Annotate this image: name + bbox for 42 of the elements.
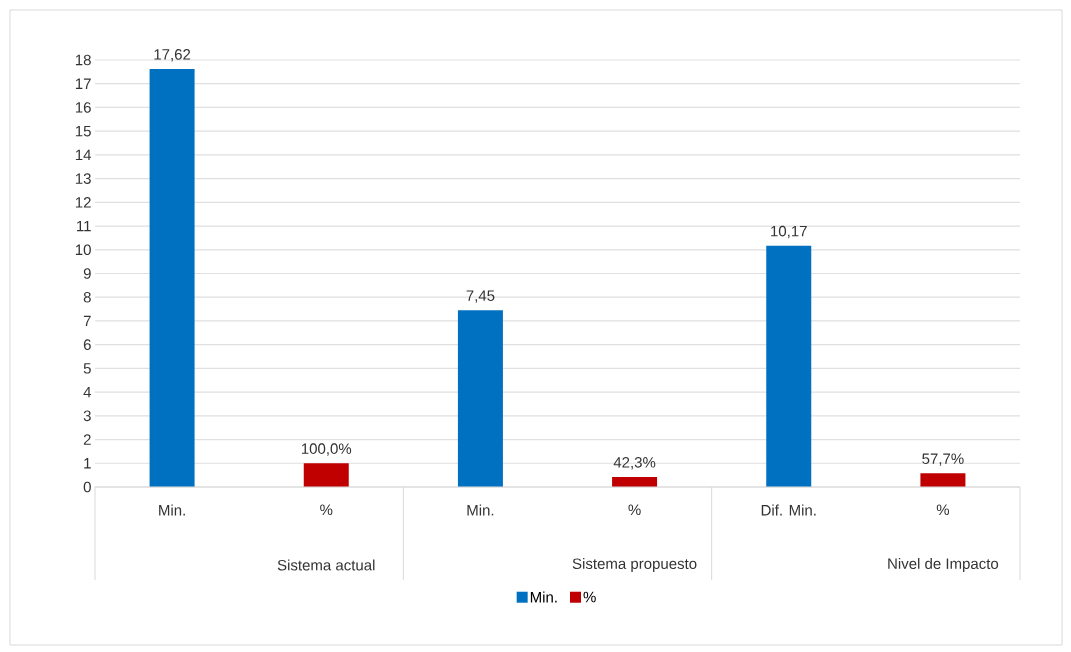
y-tick-label: 9	[83, 268, 91, 279]
x-tick-label: Min.	[467, 504, 494, 516]
y-tick-label: 18	[75, 54, 91, 66]
x-tick-label: Dif. Min.	[761, 504, 816, 516]
x-tick-label: %	[320, 504, 333, 516]
data-label: 7,45	[466, 290, 495, 303]
y-tick-label: 7	[83, 315, 91, 327]
data-label: 42,3%	[613, 457, 656, 470]
data-label: 17,62	[154, 49, 191, 62]
y-tick-label: 10	[75, 244, 91, 256]
bar	[457, 310, 503, 487]
bar	[766, 245, 812, 487]
x-tick-label: %	[628, 504, 641, 516]
y-tick-label: 11	[77, 220, 91, 232]
y-tick-label: 17	[75, 78, 91, 89]
y-tick-label: 8	[83, 291, 91, 303]
legend-label: Min.	[530, 591, 557, 603]
y-tick-label: 3	[83, 410, 91, 422]
data-label: 57,7%	[922, 453, 964, 466]
y-tick-label: 15	[75, 125, 91, 137]
y-tick-label: 14	[75, 149, 92, 161]
y-tick-label: 12	[75, 197, 91, 208]
y-tick-label: 0	[83, 481, 91, 493]
y-tick-label: 4	[83, 386, 92, 398]
text: Nivel de Impacto	[888, 558, 999, 572]
y-tick-label: 6	[83, 339, 91, 350]
legend-label: %	[583, 591, 596, 603]
y-tick-label: 13	[75, 173, 91, 184]
bar	[920, 473, 966, 487]
text: Sistema propuesto	[572, 558, 697, 572]
y-tick-label: 2	[83, 434, 91, 445]
y-tick-label: 16	[75, 102, 91, 113]
x-tick-label: %	[936, 504, 950, 516]
text: Sistema actual	[277, 559, 375, 571]
x-tick-label: Min.	[159, 504, 185, 516]
bar	[612, 476, 658, 487]
y-tick-label: 1	[84, 458, 91, 469]
data-label: 10,17	[771, 225, 807, 239]
data-label: 100,0%	[301, 443, 352, 456]
bar	[303, 463, 349, 487]
bar	[149, 69, 195, 487]
y-tick-label: 5	[83, 363, 91, 374]
